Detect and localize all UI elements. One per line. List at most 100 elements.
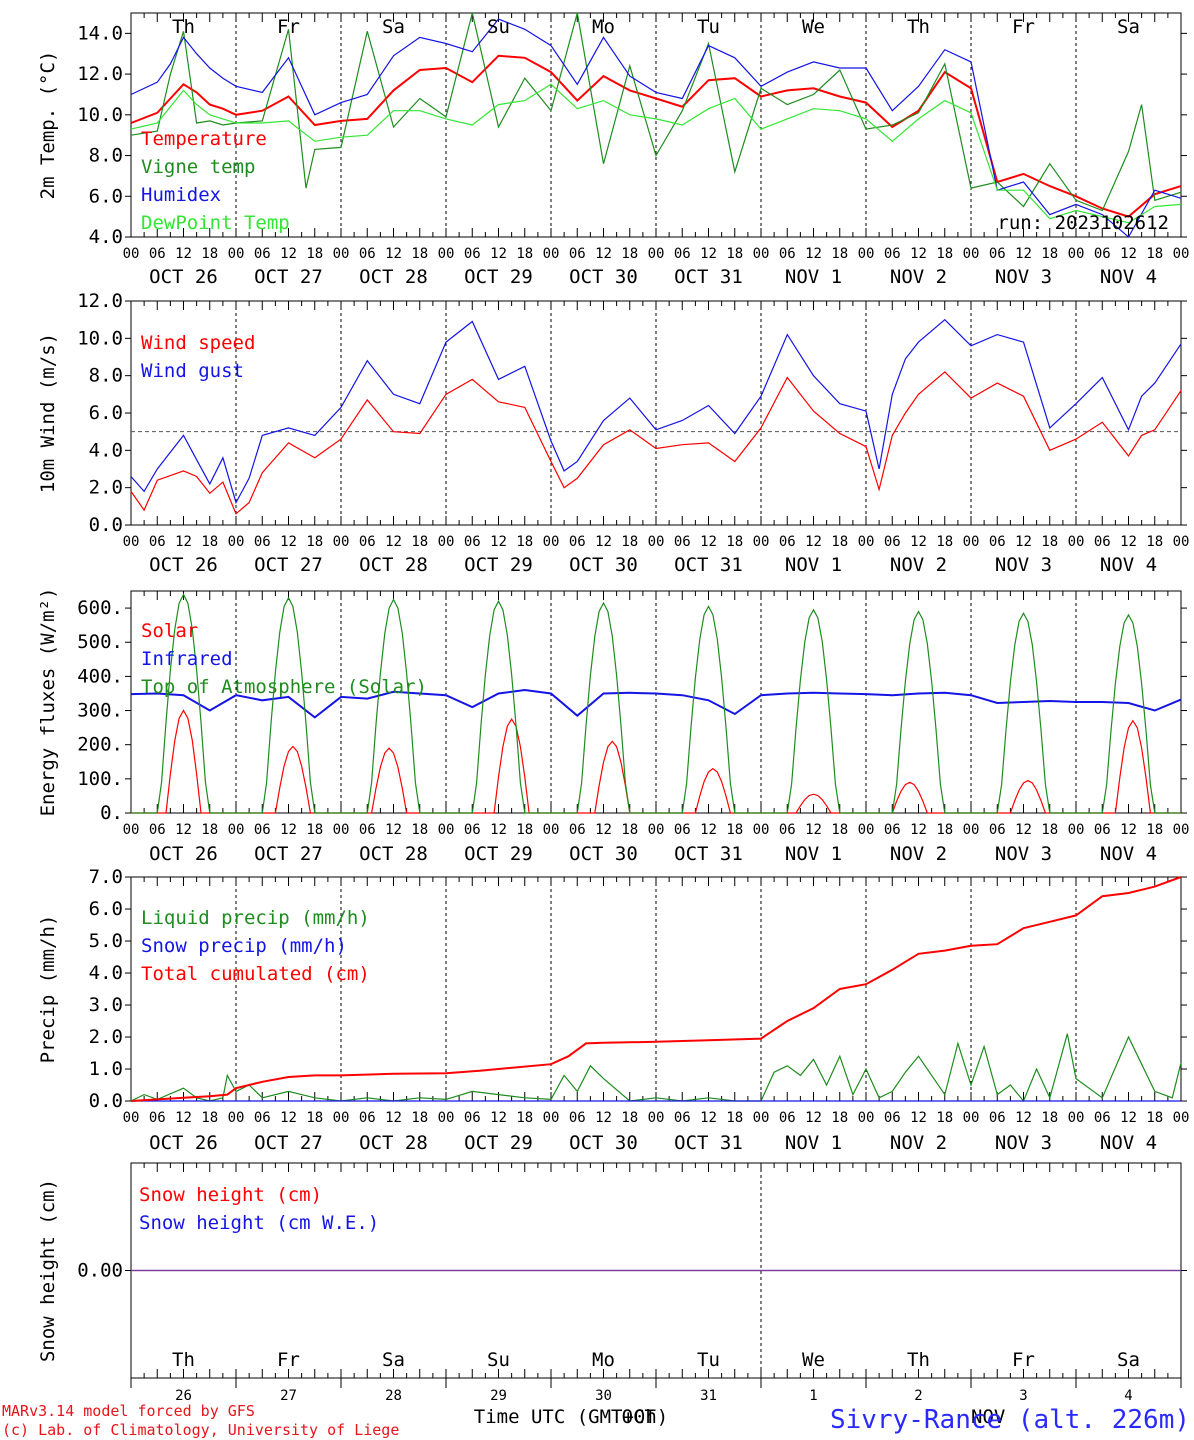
y-tick-label: 500. [77,631,123,653]
x-date-label: OCT 26 [149,266,218,288]
x-hour-label: 06 [359,822,376,838]
weekday-label: Sa [382,1349,405,1371]
x-date-label: NOV 2 [890,1132,947,1154]
x-date-label: OCT 28 [359,554,428,576]
x-day-number: 28 [385,1388,402,1404]
weekday-label: We [802,1349,825,1371]
x-hour-label: 18 [726,822,743,838]
x-hour-label: 12 [175,534,192,550]
x-hour-label: 00 [963,822,980,838]
series-line-total-cumulated-cm- [130,876,1182,1102]
panel-2: 10m Wind (m/s) [37,300,1187,526]
weekday-label: Fr [277,1349,300,1371]
legend-entry: Wind speed [141,332,255,354]
x-day-number: 31 [700,1388,717,1404]
x-hour-label: 06 [1094,246,1111,262]
x-hour-label: 00 [543,822,560,838]
legend-entry: Snow height (cm) [139,1184,322,1206]
x-date-label: NOV 3 [995,843,1052,865]
x-hour-label: 12 [595,822,612,838]
weekday-label: Th [907,1349,930,1371]
x-hour-label: 18 [411,534,428,550]
legend-entry: Vigne temp [141,156,255,178]
weekday-label: Th [172,1349,195,1371]
y-tick-label: 4.0 [89,962,123,984]
x-hour-label: 18 [831,534,848,550]
x-hour-label: 12 [280,822,297,838]
x-hour-label: 12 [385,534,402,550]
x-date-label: OCT 30 [569,554,638,576]
x-hour-label: 12 [910,246,927,262]
x-hour-label: 18 [1146,534,1163,550]
x-hour-label: 12 [175,822,192,838]
x-hour-label: 06 [569,246,586,262]
x-hour-label: 12 [490,534,507,550]
x-date-label: NOV 4 [1100,554,1157,576]
x-hour-label: 12 [1015,246,1032,262]
y-axis-label: Energy fluxes (W/m²) [37,588,59,817]
y-tick-label: 10.0 [77,104,123,126]
x-hour-label: 12 [1015,1110,1032,1126]
weekday-label: Th [907,16,930,38]
y-tick-label: 100. [77,768,123,790]
x-day-number: 2 [914,1388,922,1404]
x-hour-label: 00 [1068,1110,1085,1126]
x-hour-label: 18 [936,1110,953,1126]
legend-entry: DewPoint Temp [141,212,290,234]
x-hour-label: 18 [306,534,323,550]
x-hour-label: 12 [280,534,297,550]
x-hour-label: 00 [963,246,980,262]
x-hour-label: 18 [201,246,218,262]
y-tick-label: 400. [77,665,123,687]
x-hour-label: 06 [149,1110,166,1126]
x-date-label: OCT 31 [674,266,743,288]
x-hour-label: 00 [438,1110,455,1126]
x-hour-label: 18 [831,1110,848,1126]
x-hour-label: 06 [674,822,691,838]
x-hour-label: 12 [1120,534,1137,550]
x-day-number: 26 [175,1388,192,1404]
x-hour-label: 00 [753,1110,770,1126]
x-hour-label: 00 [438,822,455,838]
model-credit: MARv3.14 model forced by GFS [2,1402,255,1420]
x-date-label: OCT 26 [149,554,218,576]
x-hour-label: 18 [411,822,428,838]
weekday-label: Sa [382,16,405,38]
y-tick-label: 12.0 [77,63,123,85]
x-date-label: NOV 4 [1100,843,1157,865]
x-hour-label: 06 [1094,822,1111,838]
legend-entry: Top of Atmosphere (Solar) [141,676,427,698]
x-date-label: OCT 27 [254,266,323,288]
legend-entry: Wind gust [141,360,244,382]
x-day-number: 30 [595,1388,612,1404]
x-hour-label: 12 [490,246,507,262]
weekday-label: Sa [1117,1349,1140,1371]
x-date-label: NOV 1 [785,843,842,865]
x-hour-label: 18 [936,534,953,550]
x-hour-label: 06 [149,246,166,262]
x-hour-label: 12 [1015,822,1032,838]
x-date-label: OCT 28 [359,1132,428,1154]
x-hour-label: 00 [123,822,140,838]
panel-1: 2m Temp. (°C) [37,12,1187,238]
y-tick-label: 12.0 [77,290,123,312]
x-hour-label: 06 [674,1110,691,1126]
x-date-label: OCT 31 [674,1132,743,1154]
x-hour-label: 18 [621,1110,638,1126]
x-date-label: NOV 3 [995,554,1052,576]
x-hour-label: 00 [123,246,140,262]
x-hour-label: 18 [936,246,953,262]
y-tick-label: 3.0 [89,994,123,1016]
x-hour-label: 06 [779,534,796,550]
x-hour-label: 06 [149,822,166,838]
series-line-wind-speed [130,371,1182,515]
x-hour-label: 06 [884,534,901,550]
x-hour-label: 06 [464,822,481,838]
x-hour-label: 06 [569,1110,586,1126]
x-hour-label: 18 [726,1110,743,1126]
x-hour-label: 18 [201,534,218,550]
x-hour-label: 12 [490,1110,507,1126]
y-tick-label: 0.00 [77,1260,123,1282]
x-hour-label: 12 [595,246,612,262]
x-date-label: OCT 29 [464,843,533,865]
